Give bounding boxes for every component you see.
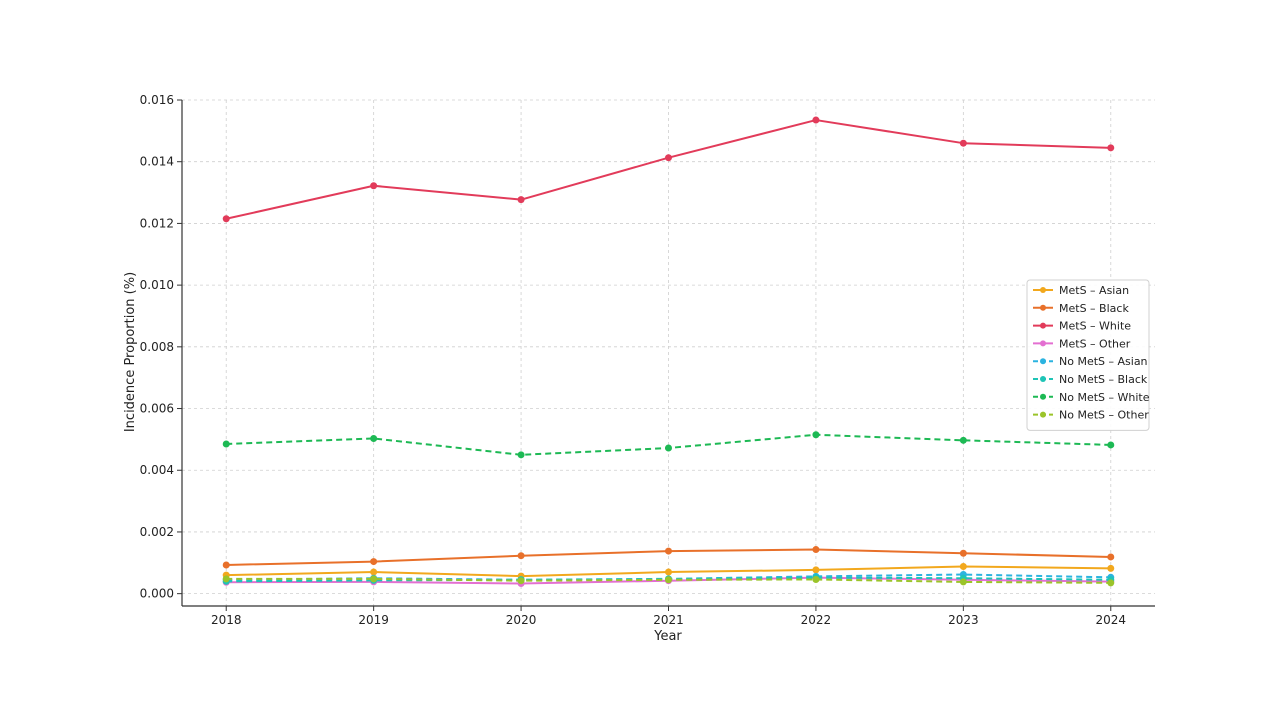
x-tick-label: 2021 bbox=[653, 613, 684, 627]
data-point-no-mets-other bbox=[222, 575, 230, 583]
y-tick-label: 0.012 bbox=[140, 216, 174, 230]
grid-lines bbox=[182, 99, 1155, 606]
x-tick-label: 2018 bbox=[211, 613, 242, 627]
data-point-mets-black bbox=[517, 552, 525, 560]
legend-swatch-marker bbox=[1040, 376, 1046, 382]
data-point-mets-white bbox=[1107, 144, 1115, 152]
data-point-no-mets-white bbox=[370, 434, 378, 442]
data-point-mets-asian bbox=[959, 563, 967, 571]
y-tick-label: 0.014 bbox=[140, 155, 174, 169]
data-point-no-mets-white bbox=[517, 451, 525, 459]
y-tick-label: 0.008 bbox=[140, 340, 174, 354]
x-tick-label: 2024 bbox=[1095, 613, 1126, 627]
legend-swatch-marker bbox=[1040, 340, 1046, 347]
data-point-mets-white bbox=[517, 196, 525, 204]
legend-label: No MetS – Other bbox=[1059, 409, 1149, 422]
series-lines bbox=[222, 116, 1115, 587]
data-point-mets-asian bbox=[370, 568, 378, 576]
legend-swatch-marker bbox=[1040, 411, 1046, 418]
data-point-no-mets-other bbox=[517, 577, 525, 585]
y-tick-label: 0.000 bbox=[140, 587, 174, 601]
y-tick-label: 0.010 bbox=[140, 278, 174, 292]
legend-swatch-marker bbox=[1040, 393, 1046, 400]
legend-label: No MetS – White bbox=[1059, 391, 1150, 404]
x-tick-label: 2023 bbox=[948, 613, 979, 627]
data-point-mets-white bbox=[665, 154, 672, 162]
data-point-no-mets-other bbox=[812, 575, 820, 583]
data-point-mets-white bbox=[222, 215, 230, 223]
legend-label: No MetS – Asian bbox=[1059, 355, 1148, 368]
legend-box bbox=[1026, 279, 1150, 431]
legend-label: MetS – White bbox=[1059, 320, 1131, 333]
data-point-mets-asian bbox=[665, 568, 672, 576]
data-point-no-mets-other bbox=[1107, 579, 1115, 587]
data-point-mets-black bbox=[222, 561, 230, 569]
data-point-no-mets-white bbox=[812, 431, 820, 439]
legend-label: No MetS – Black bbox=[1059, 373, 1148, 386]
y-tick-label: 0.004 bbox=[140, 463, 174, 477]
data-point-mets-black bbox=[370, 558, 378, 566]
data-point-no-mets-other bbox=[959, 578, 967, 586]
legend-swatch-marker bbox=[1040, 358, 1046, 365]
y-axis-title: Incidence Proportion (%) bbox=[123, 272, 138, 432]
x-tick-label: 2020 bbox=[506, 613, 537, 627]
x-tick-label: 2022 bbox=[801, 613, 832, 627]
data-point-mets-white bbox=[370, 182, 378, 190]
legend-label: MetS – Other bbox=[1059, 337, 1131, 350]
data-point-mets-white bbox=[812, 116, 820, 124]
legend-swatch-marker bbox=[1040, 304, 1046, 311]
data-point-mets-black bbox=[812, 546, 820, 554]
data-point-mets-asian bbox=[812, 566, 820, 574]
legend-swatch-marker bbox=[1040, 287, 1046, 293]
data-point-mets-black bbox=[665, 547, 672, 555]
legend-swatch-marker bbox=[1040, 322, 1046, 329]
x-axis-title: Year bbox=[653, 629, 682, 644]
data-point-no-mets-white bbox=[222, 440, 230, 448]
data-point-mets-white bbox=[959, 139, 967, 147]
legend-label: MetS – Asian bbox=[1059, 284, 1129, 297]
y-tick-label: 0.016 bbox=[140, 93, 174, 107]
data-point-mets-black bbox=[959, 549, 967, 557]
legend: MetS – Asian MetS – Black MetS – White MetS… bbox=[1026, 279, 1150, 431]
data-point-no-mets-white bbox=[959, 436, 967, 444]
x-tick-label: 2019 bbox=[358, 613, 389, 627]
data-point-no-mets-other bbox=[370, 575, 378, 583]
data-point-mets-asian bbox=[1107, 564, 1115, 572]
data-point-no-mets-white bbox=[1107, 441, 1115, 449]
data-point-no-mets-other bbox=[665, 576, 672, 584]
data-point-mets-black bbox=[1107, 553, 1115, 561]
legend-label: MetS – Black bbox=[1059, 302, 1129, 315]
y-tick-label: 0.006 bbox=[140, 402, 174, 416]
y-tick-label: 0.002 bbox=[140, 525, 174, 539]
tick-labels: 2018 2019 2020 2021 2022 2023 2024 0.000 0.002 0.… bbox=[140, 93, 1126, 627]
axes bbox=[177, 99, 1155, 611]
data-point-no-mets-white bbox=[665, 444, 672, 452]
